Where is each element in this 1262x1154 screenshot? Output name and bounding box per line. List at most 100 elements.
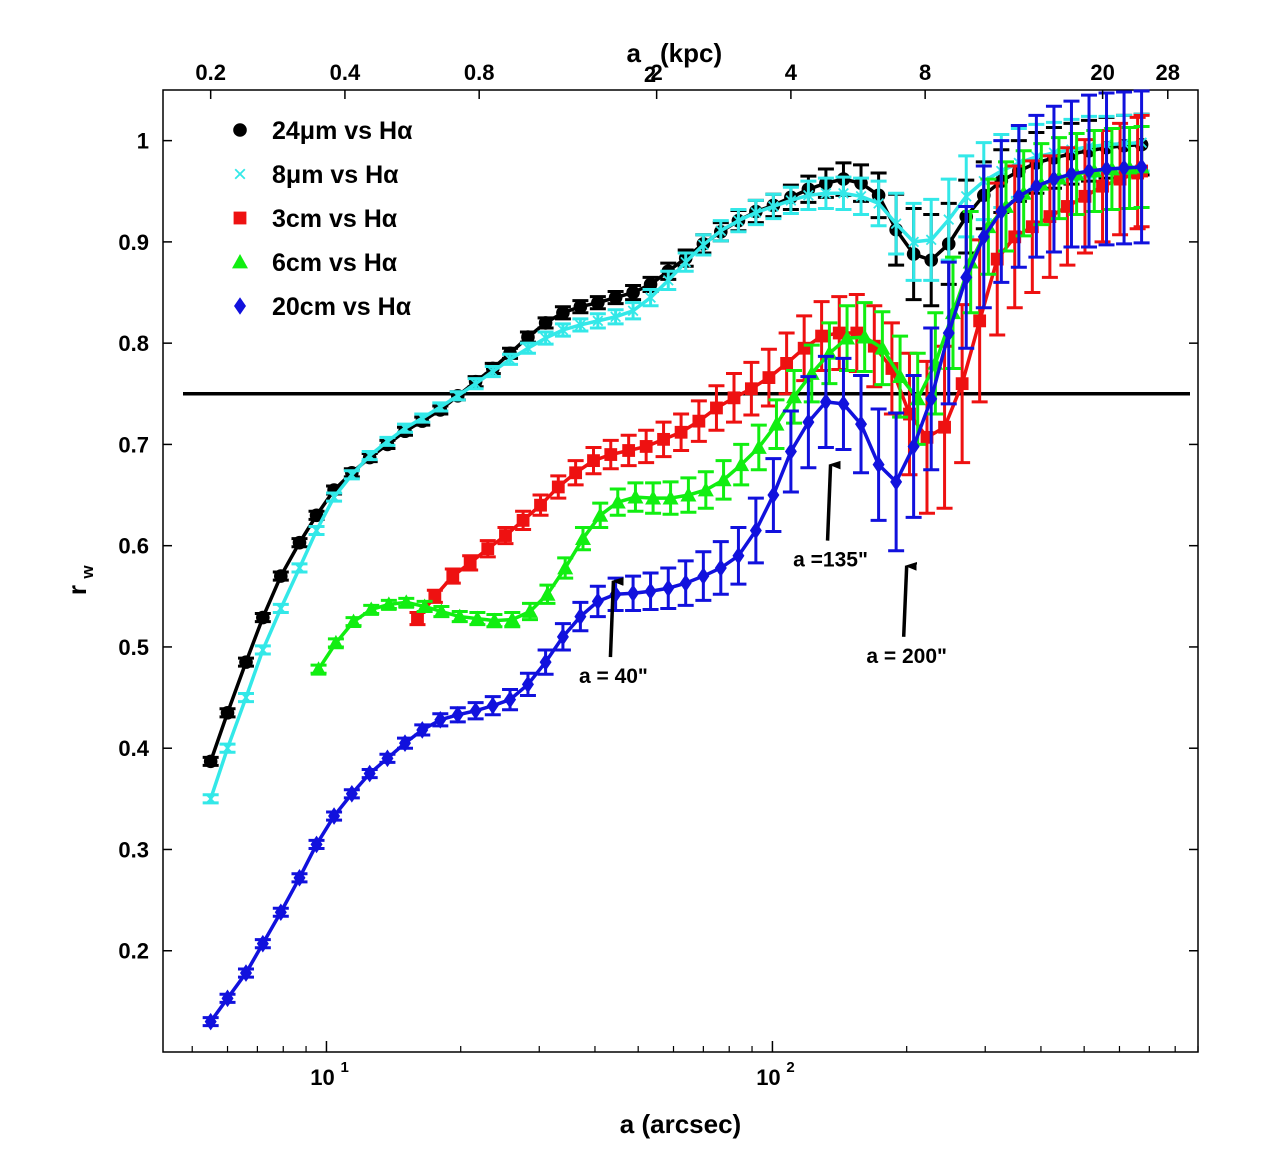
- data-point: [874, 340, 891, 355]
- x-marker-stroke: [925, 234, 937, 246]
- data-point: [750, 207, 762, 218]
- data-point: [381, 749, 394, 768]
- data-point: [960, 190, 972, 202]
- data-point: [697, 239, 709, 251]
- data-point: [1065, 165, 1078, 183]
- data-point: [275, 603, 287, 614]
- data-point: [428, 589, 442, 603]
- top-axis-label-subscript: 2: [644, 62, 656, 87]
- legend-label: 3cm vs Hα: [272, 205, 398, 233]
- plot-content: [183, 89, 1190, 1031]
- data-point: [416, 412, 428, 424]
- x-marker-stroke: [750, 207, 762, 218]
- data-point: [328, 491, 340, 503]
- top-tick-label: 0.4: [330, 60, 361, 85]
- data-point: [487, 366, 499, 377]
- data-point: [328, 807, 341, 825]
- axes: 0.2 0.3 0.4 0.5 0.6 0.7 0.8 0.9 1 10 1 10 2 0.2 0.4 0.8…: [118, 60, 1199, 1090]
- legend-marker: [234, 297, 246, 315]
- data-point: [609, 494, 626, 509]
- data-point: [451, 705, 464, 724]
- x-marker-stroke: [522, 342, 534, 354]
- data-point: [943, 214, 955, 226]
- data-point: [556, 305, 570, 320]
- data-point: [622, 444, 636, 457]
- legend-marker: [233, 211, 247, 225]
- annotations: a = 40" a =135" a = 200": [579, 465, 947, 688]
- data-point: [434, 711, 447, 729]
- data-point: [942, 324, 955, 342]
- data-point: [463, 556, 477, 570]
- x-marker-stroke: [346, 469, 358, 481]
- data-point: [1030, 177, 1043, 195]
- data-point: [239, 964, 252, 982]
- data-point: [662, 490, 679, 505]
- annotation-arrow: [825, 465, 831, 541]
- data-point: [855, 190, 867, 202]
- data-point: [768, 416, 785, 431]
- data-point: [522, 342, 534, 354]
- data-point: [925, 390, 938, 408]
- data-point: [644, 582, 657, 601]
- x-marker-stroke: [802, 189, 814, 201]
- data-point: [680, 487, 697, 502]
- data-point: [627, 305, 639, 317]
- data-point: [938, 420, 951, 434]
- annotation-arrow: [901, 566, 907, 637]
- data-point: [256, 934, 269, 953]
- annotation-arrow: [608, 581, 613, 658]
- data-point: [556, 628, 569, 646]
- x-marker-stroke: [294, 562, 305, 574]
- data-point: [873, 197, 885, 209]
- data-point: [220, 705, 235, 720]
- data-point: [222, 742, 233, 754]
- y-tick-label: 1: [137, 129, 149, 154]
- x-marker-stroke: [381, 435, 393, 447]
- x-marker-stroke: [557, 324, 569, 336]
- data-point: [557, 559, 574, 575]
- x-marker-stroke: [205, 793, 217, 805]
- data-point: [574, 530, 591, 545]
- plot-area-frame: [162, 89, 1199, 1053]
- data-point: [626, 285, 640, 300]
- data-point: [587, 454, 600, 468]
- data-point: [908, 236, 920, 248]
- x-marker-stroke: [943, 214, 955, 226]
- x-marker-stroke: [697, 239, 709, 251]
- x-marker-stroke: [610, 311, 622, 323]
- data-point: [573, 299, 588, 314]
- data-point: [452, 390, 464, 402]
- data-point: [539, 586, 556, 601]
- data-point: [591, 295, 605, 310]
- data-point: [591, 592, 604, 611]
- data-point: [715, 225, 727, 237]
- data-point: [679, 574, 692, 592]
- data-point: [1047, 170, 1060, 188]
- x-marker-stroke: [574, 319, 586, 331]
- data-point: [890, 473, 903, 491]
- x-marker-stroke: [452, 390, 464, 402]
- data-point: [398, 734, 411, 752]
- data-point: [680, 256, 692, 268]
- y-tick-label: 0.3: [118, 837, 149, 862]
- data-point: [363, 601, 380, 616]
- data-point: [714, 559, 727, 577]
- data-point: [345, 784, 358, 803]
- data-point: [1012, 187, 1025, 206]
- data-point: [569, 466, 583, 480]
- data-point: [205, 793, 217, 805]
- data-point: [837, 395, 850, 413]
- data-point: [574, 607, 587, 626]
- data-point: [363, 764, 376, 783]
- data-point: [311, 525, 322, 536]
- data-point: [977, 228, 990, 246]
- x-marker-stroke: [311, 525, 322, 536]
- data-point: [784, 442, 797, 461]
- annotation-label: a = 40": [579, 665, 648, 688]
- data-point: [786, 388, 803, 404]
- data-point: [767, 486, 780, 504]
- data-point: [643, 277, 658, 292]
- x-marker-stroke: [662, 274, 674, 286]
- data-point: [907, 437, 920, 456]
- data-point: [592, 315, 604, 327]
